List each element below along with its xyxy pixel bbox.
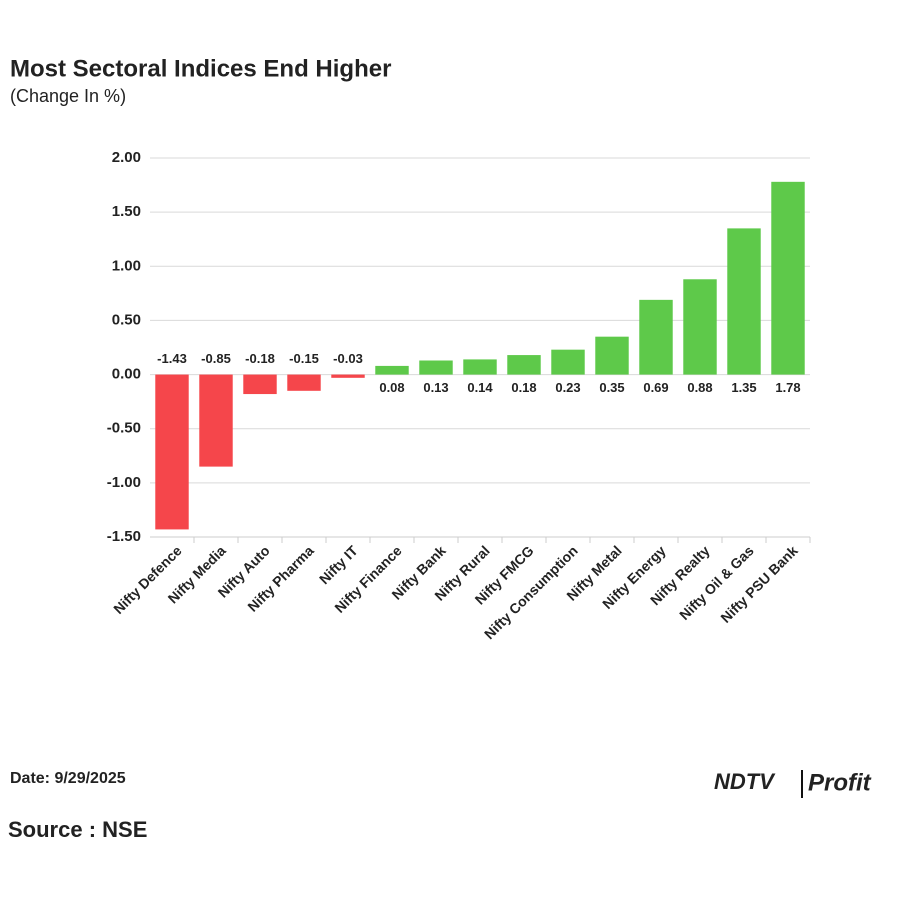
y-tick-label: -1.50 [107,528,141,545]
value-label: 0.88 [687,380,712,395]
y-tick-label: -0.50 [107,420,141,437]
logo: NDTV Profit [714,769,872,798]
logo-left: NDTV [714,769,776,794]
bar [199,374,233,467]
bar [551,349,585,375]
value-label: -0.85 [201,351,231,366]
x-tick-label: Nifty Defence [110,542,185,617]
bar [419,360,453,375]
bar [771,181,805,375]
bar [375,365,409,375]
bar [463,359,497,375]
y-tick-label: 0.00 [112,366,141,383]
bar [595,336,629,375]
bar [331,374,365,378]
value-label: 0.18 [511,380,536,395]
bar [639,299,673,375]
bar [287,374,321,391]
value-label: 0.08 [379,380,404,395]
chart-subtitle: (Change In %) [10,86,126,106]
bar [507,355,541,375]
bar [243,374,277,395]
value-label: -0.15 [289,351,319,366]
value-label: 0.69 [643,380,668,395]
source: Source : NSE [8,817,147,842]
y-tick-label: 1.00 [112,257,141,274]
y-tick-label: 0.50 [112,311,141,328]
value-label: -0.18 [245,351,275,366]
value-label: -0.03 [333,351,363,366]
date: Date: 9/29/2025 [10,770,126,787]
value-label: 0.13 [423,380,448,395]
x-tick-label: Nifty PSU Bank [717,542,801,626]
bar [727,228,761,375]
value-label: 0.23 [555,380,580,395]
y-tick-label: -1.00 [107,474,141,491]
bar [155,374,189,530]
y-tick-label: 1.50 [112,203,141,220]
value-label: 0.35 [599,380,624,395]
logo-right: Profit [808,769,872,796]
chart-title: Most Sectoral Indices End Higher [10,55,391,82]
value-label: 1.35 [731,380,756,395]
value-label: -1.43 [157,351,187,366]
value-label: 1.78 [775,380,800,395]
y-tick-label: 2.00 [112,149,141,166]
bar [683,279,717,375]
value-label: 0.14 [467,380,493,395]
